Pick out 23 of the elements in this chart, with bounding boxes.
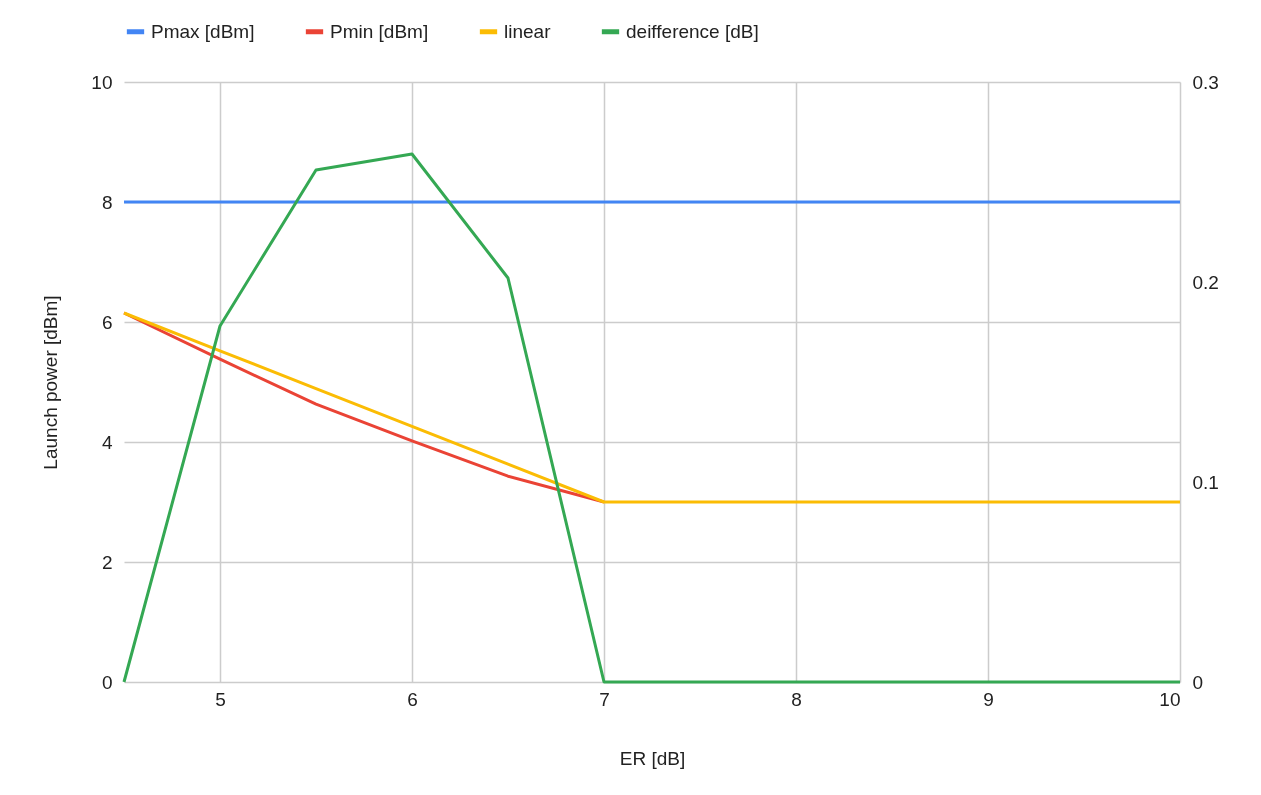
legend-label: linear xyxy=(504,20,552,42)
y-axis-title: Launch power [dBm] xyxy=(40,295,62,470)
y-tick-label: 8 xyxy=(101,191,113,213)
legend-label: Pmax [dBm] xyxy=(151,20,255,42)
y-tick-label: 4 xyxy=(101,431,113,453)
x-tick-label: 10 xyxy=(1159,688,1181,710)
y-tick-label: 2 xyxy=(101,551,113,573)
legend-label: deifference [dB] xyxy=(626,20,759,42)
x-tick-label: 7 xyxy=(599,688,610,710)
y-tick-label: 10 xyxy=(91,71,113,93)
y2-tick-label: 0 xyxy=(1192,671,1204,693)
y2-tick-label: 0.2 xyxy=(1192,271,1219,293)
y-tick-label: 6 xyxy=(101,311,113,333)
x-tick-label: 5 xyxy=(215,688,226,710)
y2-tick-label: 0.1 xyxy=(1192,471,1219,493)
y-tick-label: 0 xyxy=(101,671,113,693)
x-axis-title: ER [dB] xyxy=(619,747,686,769)
x-tick-label: 9 xyxy=(983,688,994,710)
line-series xyxy=(122,311,1182,504)
y2-tick-label: 0.3 xyxy=(1192,71,1219,93)
x-tick-label: 6 xyxy=(407,688,418,710)
x-tick-label: 8 xyxy=(791,688,802,710)
legend-label: Pmin [dBm] xyxy=(330,20,429,42)
